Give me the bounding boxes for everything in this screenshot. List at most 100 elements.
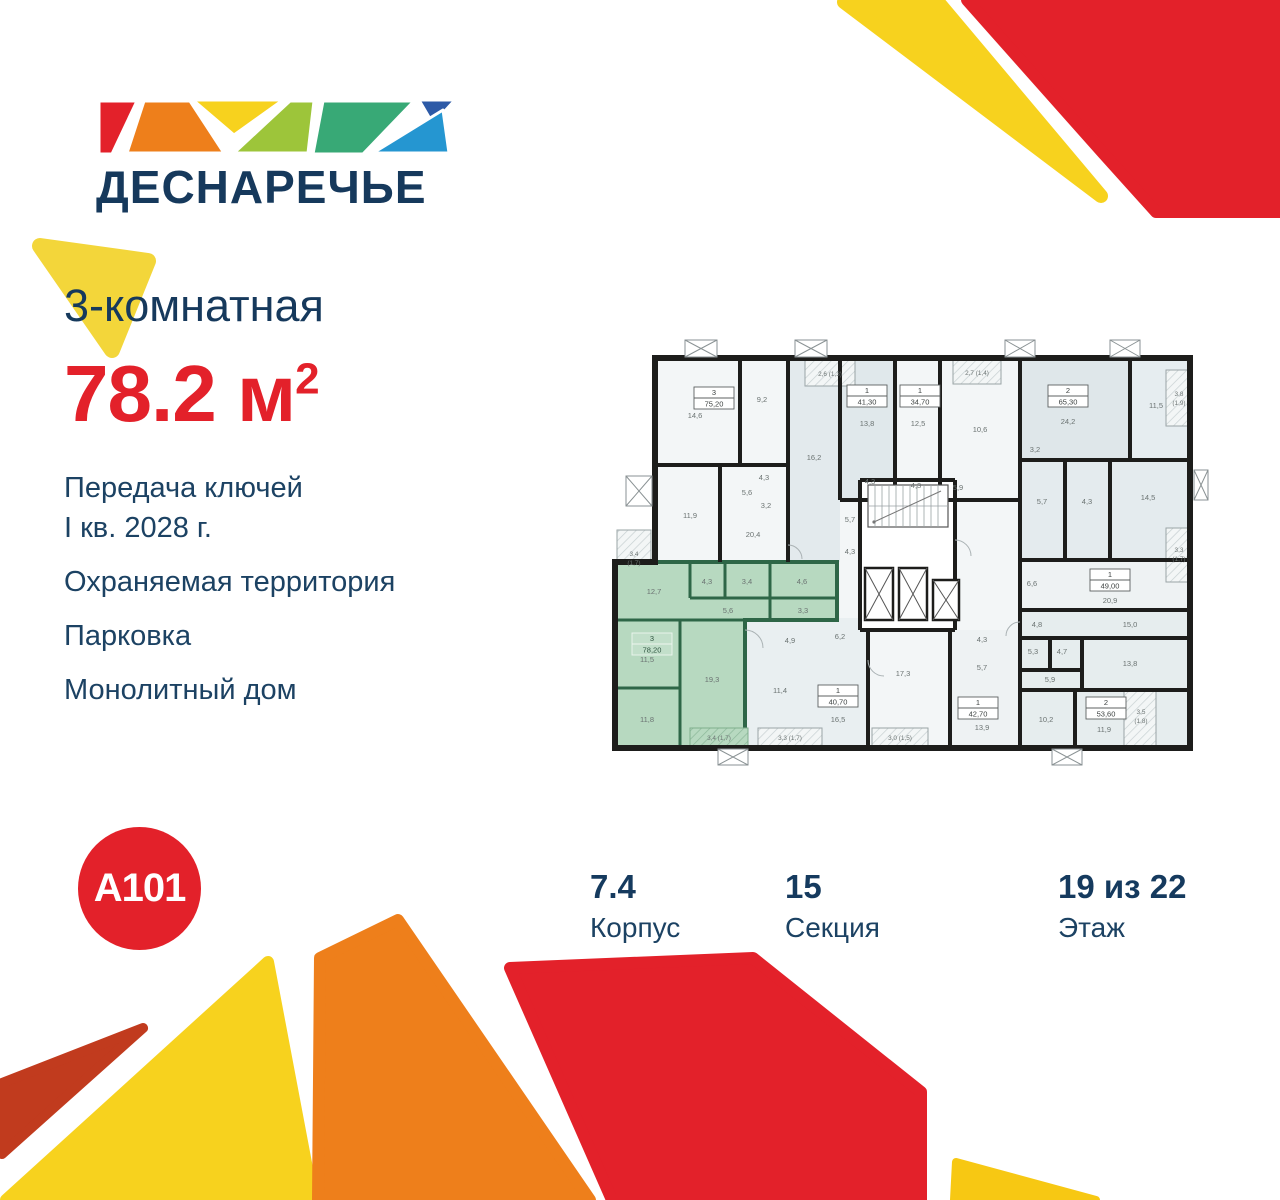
logo-shape-yellow — [191, 98, 285, 137]
feature-territory: Охраняемая территория — [64, 566, 396, 598]
logo-shape-teal — [311, 99, 416, 156]
deco-yellow-wedge — [837, 0, 1108, 203]
developer-logo-text: A101 — [93, 866, 187, 910]
apartment-area: 78.2 м2 — [64, 348, 320, 440]
room-area-label: 4,8 — [1032, 620, 1042, 629]
top-right-decoration — [837, 0, 1280, 218]
room-area-label: 24,2 — [1061, 417, 1076, 426]
room-area-label: 5,7 — [1037, 497, 1047, 506]
brand-logo-mosaic — [97, 98, 457, 156]
room-area-label: 5,3 — [1028, 647, 1038, 656]
deco-red-corner — [961, 0, 1280, 218]
logo-shape-red — [97, 99, 139, 156]
room-area-label: 4,3 — [845, 547, 855, 556]
room-area-label: 11,9 — [683, 511, 697, 520]
feature-keys-date: I кв. 2028 г. — [64, 512, 212, 544]
room-area-label: 6,2 — [835, 632, 845, 641]
area-value: 78.2 — [64, 349, 217, 438]
room-area-label: 5,7 — [977, 663, 987, 672]
room-area-label: 4,3 — [1082, 497, 1092, 506]
balcony-area-label: 3,3 (1,7) — [778, 735, 802, 742]
elevator-cross-lines — [864, 567, 960, 621]
balcony-area-label: 3,4 — [630, 551, 639, 558]
unit-area: 49,00 — [1101, 582, 1120, 591]
room-area-label: 5,6 — [742, 488, 752, 497]
developer-logo: A101 — [78, 827, 201, 950]
feature-monolith: Монолитный дом — [64, 674, 297, 706]
room-area-label: 11,9 — [1097, 725, 1111, 734]
unit-rooms-count: 1 — [1108, 570, 1112, 579]
balcony-area-label: (1,8) — [1134, 718, 1147, 725]
balcony-area-label: 3,0 (1,5) — [888, 735, 912, 742]
unit-rooms-count: 1 — [865, 386, 869, 395]
detail-building: 7.4 Корпус — [590, 868, 680, 944]
unit-area: 75,20 — [705, 400, 724, 409]
room-area-label: 10,2 — [1039, 715, 1054, 724]
logo-shape-orange — [125, 99, 226, 155]
balcony-area-label: 3,5 — [1137, 709, 1146, 716]
room-area-label: 12,7 — [647, 587, 662, 596]
room-area-label: 4,3 — [977, 635, 987, 644]
section-value: 15 — [785, 868, 822, 905]
balcony-area-label: 3,4 (1,7) — [707, 735, 731, 742]
balcony-area-label: 3,8 — [1175, 391, 1184, 398]
door-arcs — [744, 539, 1021, 677]
room-area-label: 13,9 — [975, 723, 990, 732]
balcony-area-label: 3,3 — [1175, 547, 1184, 554]
unit-area: 42,70 — [969, 710, 988, 719]
room-area-label: 6,6 — [1027, 579, 1037, 588]
deco-darkred-sliver — [0, 1023, 148, 1159]
room-area-label: 3,4 — [742, 577, 752, 586]
unit-rooms-count: 2 — [1066, 386, 1070, 395]
section-label: Секция — [785, 912, 880, 943]
room-area-label: 11,8 — [640, 715, 654, 724]
area-sup: 2 — [295, 354, 320, 404]
unit-rooms-count: 3 — [712, 388, 716, 397]
building-label: Корпус — [590, 912, 681, 943]
room-area-label: 16,5 — [831, 715, 846, 724]
unit-rooms-count: 3 — [650, 634, 654, 643]
balcony-area-label: (1,9) — [1172, 400, 1185, 407]
room-area-label: 17,3 — [896, 669, 911, 678]
room-area-label: 4,9 — [785, 636, 795, 645]
room-area-label: 12,5 — [911, 419, 926, 428]
room-area-label: 13,8 — [1123, 659, 1138, 668]
room-area-label: 20,4 — [746, 530, 761, 539]
bottom-decoration — [0, 914, 1100, 1200]
unit-rooms-count: 1 — [976, 698, 980, 707]
room-area-label: 16,2 — [807, 453, 822, 462]
room-area-label: 5,6 — [723, 606, 733, 615]
room-area-label: 19,3 — [705, 675, 720, 684]
room-area-label: 20,9 — [1103, 596, 1118, 605]
room-area-label: 5,9 — [1045, 675, 1055, 684]
deco-yellow-triangle — [0, 956, 319, 1200]
feature-parking: Парковка — [64, 620, 192, 652]
floor-plan: 14,69,211,94,35,63,220,416,25,74,313,84,… — [612, 339, 1209, 766]
room-area-label: 3,3 — [798, 606, 808, 615]
logo-shape-lightblue — [371, 108, 451, 155]
room-area-label: 4,6 — [797, 577, 807, 586]
plan-labels: 14,69,211,94,35,63,220,416,25,74,313,84,… — [627, 370, 1185, 742]
unit-area: 65,30 — [1059, 398, 1078, 407]
stairwell — [867, 484, 949, 528]
logo-shape-lightgreen — [232, 99, 316, 155]
balcony-area-label: 2,7 (1,4) — [965, 370, 989, 377]
unit-area: 78,20 — [643, 646, 662, 655]
room-area-label: 13,8 — [860, 419, 875, 428]
room-area-label: 14,5 — [1141, 493, 1156, 502]
building-value: 7.4 — [590, 868, 636, 905]
room-area-label: 5,9 — [953, 483, 963, 492]
room-area-label: 9,2 — [757, 395, 767, 404]
floor-label: Этаж — [1058, 912, 1125, 943]
apartment-type-title: 3-комнатная — [64, 280, 324, 331]
detail-section: 15 Секция — [785, 868, 880, 944]
unit-area: 34,70 — [911, 398, 930, 407]
balcony-area-label: (1,7) — [1172, 556, 1185, 563]
room-area-label: 4,3 — [911, 481, 921, 490]
room-area-label: 11,5 — [1149, 401, 1163, 410]
room-area-label: 3,2 — [761, 501, 771, 510]
unit-rooms-count: 1 — [918, 386, 922, 395]
room-area-label: 4,7 — [1057, 647, 1067, 656]
unit-area: 40,70 — [829, 698, 848, 707]
